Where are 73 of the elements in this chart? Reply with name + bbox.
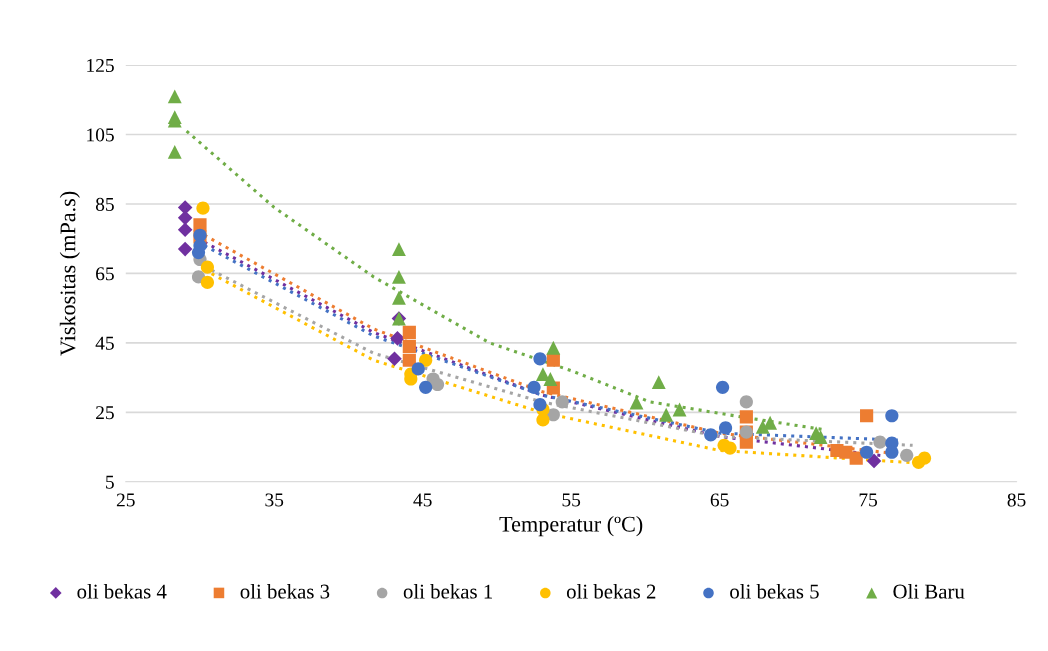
- point: [533, 352, 547, 366]
- point: [885, 409, 899, 423]
- point: [167, 89, 182, 104]
- y-tick-label: 25: [96, 406, 114, 420]
- legend-label: Oli Baru: [893, 583, 965, 599]
- point: [849, 451, 863, 465]
- y-tick-label: 65: [96, 267, 114, 281]
- point: [536, 367, 550, 382]
- point: [716, 380, 730, 394]
- legend-label: oli bekas 5: [730, 583, 819, 599]
- y-tick-label: 105: [87, 128, 114, 142]
- legend-label: oli bekas 3: [240, 583, 330, 599]
- x-tick-label: 45: [413, 493, 432, 507]
- point: [704, 428, 718, 442]
- x-tick-label: 25: [116, 493, 135, 507]
- point: [430, 377, 445, 392]
- point: [390, 331, 405, 346]
- point: [873, 435, 887, 449]
- y-tick-label: 85: [95, 197, 114, 211]
- point: [387, 351, 402, 367]
- point: [402, 325, 416, 340]
- y-tick-label: 125: [87, 58, 114, 73]
- point: [866, 453, 882, 469]
- point: [177, 222, 193, 237]
- point: [402, 353, 416, 367]
- point: [860, 445, 874, 459]
- point: [402, 339, 416, 353]
- point: [860, 409, 874, 423]
- point: [200, 275, 214, 290]
- point: [391, 290, 406, 305]
- point: [546, 353, 560, 367]
- point: [651, 375, 666, 390]
- point: [900, 448, 914, 462]
- point: [191, 246, 206, 260]
- point: [629, 395, 644, 410]
- point: [546, 340, 561, 355]
- point: [167, 144, 182, 159]
- x-tick-label: 55: [562, 493, 581, 507]
- point: [391, 269, 406, 284]
- x-tick-label: 35: [265, 493, 284, 507]
- x-axis-title: Temperatur (ºC): [499, 516, 643, 537]
- point: [739, 410, 753, 424]
- point: [391, 242, 406, 257]
- y-axis-title: Viskositas (mPa.s): [59, 191, 80, 356]
- point: [527, 380, 541, 394]
- point: [672, 402, 687, 417]
- point: [411, 362, 425, 376]
- point: [659, 407, 674, 422]
- point: [419, 353, 433, 367]
- point: [200, 260, 214, 274]
- point: [739, 395, 753, 409]
- legend-label: oli bekas 1: [403, 583, 492, 599]
- point: [177, 241, 193, 257]
- point: [546, 408, 560, 422]
- x-tick-label: 85: [1007, 493, 1026, 507]
- y-tick-label: 5: [106, 475, 114, 489]
- point: [813, 430, 828, 444]
- legend-label: oli bekas 2: [566, 583, 656, 599]
- point: [718, 421, 733, 435]
- point: [885, 445, 899, 459]
- point: [419, 380, 433, 394]
- legend-label: oli bekas 4: [77, 583, 167, 599]
- x-tick-label: 75: [859, 493, 878, 507]
- x-tick-label: 65: [710, 493, 729, 507]
- point: [196, 201, 210, 215]
- point: [911, 455, 926, 469]
- point: [555, 395, 569, 409]
- point: [177, 210, 193, 226]
- point: [717, 438, 731, 452]
- point: [533, 398, 547, 412]
- y-tick-label: 45: [95, 336, 114, 350]
- point: [763, 415, 778, 430]
- point: [543, 372, 558, 386]
